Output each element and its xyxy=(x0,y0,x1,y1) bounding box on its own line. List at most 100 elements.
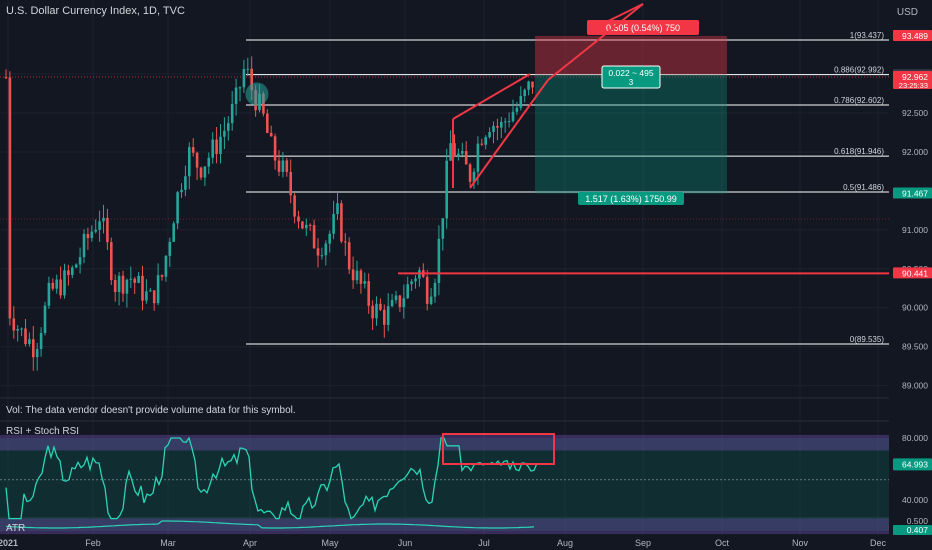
candle-body xyxy=(507,121,511,123)
candle-body xyxy=(344,241,347,243)
time-axis[interactable]: 2021 Feb Mar Apr May Jun Jul Aug Sep Oct Nov Dec xyxy=(0,536,932,550)
candle-body xyxy=(203,166,207,178)
candle-body xyxy=(336,203,339,214)
candle-body xyxy=(90,231,94,238)
candle-body xyxy=(199,167,203,178)
price-tick-label: 91.000 xyxy=(902,225,928,235)
price-tag: 90.441 xyxy=(902,268,928,278)
candle-body xyxy=(191,147,195,153)
candle-body xyxy=(527,81,530,90)
candle-body xyxy=(449,143,452,161)
price-tag-box xyxy=(893,267,932,279)
candle-body xyxy=(71,267,74,276)
candlestick-series xyxy=(4,56,534,371)
candle-body xyxy=(8,77,12,319)
candle-body xyxy=(32,339,35,358)
fibonacci-retracement[interactable]: 1(93.437) 0.886(92.992) 0.786(92.602) 0.618… xyxy=(246,31,889,345)
rsi-current-box xyxy=(893,458,932,471)
candle-body xyxy=(207,157,211,167)
candle-body xyxy=(168,241,172,256)
candle-body xyxy=(531,81,534,88)
wedge-drawing[interactable] xyxy=(398,3,889,275)
candle-body xyxy=(160,275,164,277)
candle-body xyxy=(172,223,175,242)
candle-body xyxy=(398,295,402,308)
candle-body xyxy=(234,87,238,104)
candle-body xyxy=(324,243,328,256)
candle-body xyxy=(242,69,246,88)
fib-level-label: 1(93.437) xyxy=(850,31,885,40)
candle-body xyxy=(441,218,445,239)
candle-body xyxy=(43,305,47,333)
candle-body xyxy=(289,171,292,196)
candle-body xyxy=(145,291,148,301)
grid-lines xyxy=(0,0,889,535)
candle-body xyxy=(308,224,312,226)
time-tick-label: Sep xyxy=(635,538,651,548)
candle-body xyxy=(468,164,472,182)
candle-body xyxy=(156,275,160,304)
candle-body xyxy=(316,248,320,256)
price-axis[interactable]: 93.00092.50092.00091.00090.50090.00089.5… xyxy=(889,0,932,550)
candle-body xyxy=(402,298,406,308)
candle-body xyxy=(176,192,179,224)
price-tick-label: 89.000 xyxy=(902,381,928,391)
candle-body xyxy=(184,176,187,190)
rsi-title: RSI + Stoch RSI xyxy=(6,426,80,437)
target-label: 1.517 (1.63%) 1750.99 xyxy=(585,194,677,204)
candle-body xyxy=(94,229,97,232)
candle-body xyxy=(492,125,495,132)
wedge-line xyxy=(589,3,644,31)
time-tick-label: Mar xyxy=(160,538,176,548)
fib-level-label: 0(89.535) xyxy=(850,335,885,344)
time-tick-label: Aug xyxy=(557,538,573,548)
candle-body xyxy=(519,96,523,108)
candle-body xyxy=(230,103,234,124)
time-tick-label: May xyxy=(321,538,339,548)
candle-body xyxy=(340,203,343,242)
fib-level-label: 0.786(92.602) xyxy=(834,96,884,105)
candle-body xyxy=(515,107,519,112)
candle-body xyxy=(12,318,16,331)
fib-level-label: 0.886(92.992) xyxy=(834,66,884,75)
stop-label: 0.505 (0.54%) 750 xyxy=(606,23,680,33)
rsi-tick-label: 40.000 xyxy=(902,495,928,505)
time-tick-label: Feb xyxy=(85,538,101,548)
candle-body xyxy=(523,89,526,97)
candle-body xyxy=(164,255,168,277)
candle-body xyxy=(86,233,90,238)
rsi-current-value: 64.993 xyxy=(902,459,928,469)
candle-body xyxy=(500,121,503,128)
candle-body xyxy=(59,279,62,296)
symbol-title[interactable]: U.S. Dollar Currency Index, 1D, TVC xyxy=(6,5,185,17)
candle-body xyxy=(98,221,101,230)
price-tag-box xyxy=(893,71,932,90)
candle-body xyxy=(347,242,351,270)
countdown-label: 23:25:33 xyxy=(899,81,928,90)
volume-note: Vol: The data vendor doesn't provide vol… xyxy=(6,405,296,416)
candle-body xyxy=(332,213,335,234)
candle-body xyxy=(429,296,433,304)
candle-body xyxy=(262,93,265,114)
candle-body xyxy=(35,349,39,358)
candle-body xyxy=(195,152,199,168)
price-tick-label: 89.500 xyxy=(902,342,928,352)
candle-body xyxy=(281,160,285,172)
candle-body xyxy=(188,147,191,177)
time-tick-label: Nov xyxy=(792,538,809,548)
candle-body xyxy=(328,233,331,244)
candle-body xyxy=(180,189,183,193)
candle-body xyxy=(250,68,253,91)
candle-body xyxy=(312,225,316,249)
candle-body xyxy=(464,151,468,165)
candle-body xyxy=(496,125,499,128)
candle-body xyxy=(102,217,105,222)
candle-body xyxy=(215,139,218,155)
candle-body xyxy=(211,139,214,158)
candle-body xyxy=(472,171,476,182)
candle-body xyxy=(394,295,398,301)
wedge-line xyxy=(469,79,549,189)
candle-body xyxy=(480,143,484,145)
